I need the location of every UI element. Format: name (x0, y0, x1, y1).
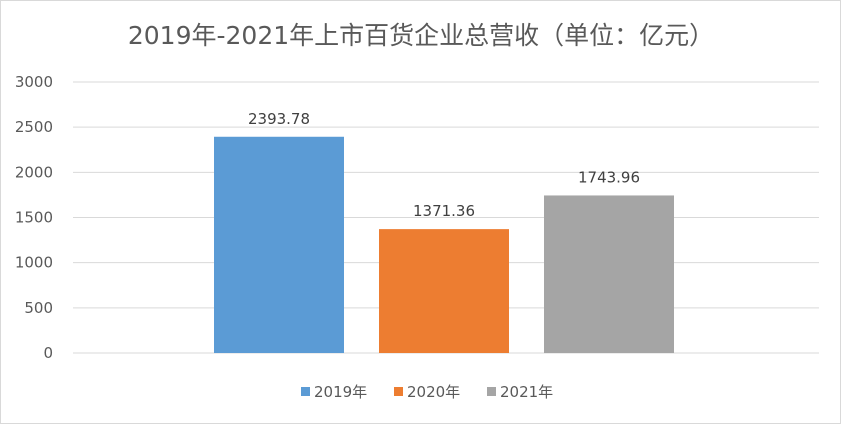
bars (214, 136, 674, 353)
legend-swatch (487, 387, 496, 396)
legend-swatch (394, 387, 403, 396)
data-labels: 2393.78 1371.36 1743.96 (248, 110, 640, 220)
y-tick-label: 1000 (15, 254, 53, 272)
legend-label: 2019年 (314, 383, 367, 401)
legend: 2019年 2020年 2021年 (301, 383, 553, 401)
y-tick-label: 500 (24, 299, 53, 317)
bar (544, 195, 674, 353)
y-tick-label: 1500 (15, 209, 53, 227)
data-label: 2393.78 (248, 110, 310, 128)
data-label: 1743.96 (578, 168, 640, 186)
y-tick-label: 2000 (15, 163, 53, 181)
legend-label: 2020年 (407, 383, 460, 401)
y-tick-label: 3000 (15, 73, 53, 91)
legend-swatch (301, 387, 310, 396)
y-axis-ticks: 0 500 1000 1500 2000 2500 3000 (15, 73, 53, 362)
chart-title: 2019年-2021年上市百货企业总营收（单位：亿元） (128, 21, 714, 50)
legend-label: 2021年 (500, 383, 553, 401)
y-tick-label: 0 (43, 344, 53, 362)
bar (214, 136, 344, 353)
bar (379, 229, 509, 353)
data-label: 1371.36 (413, 202, 475, 220)
y-tick-label: 2500 (15, 118, 53, 136)
